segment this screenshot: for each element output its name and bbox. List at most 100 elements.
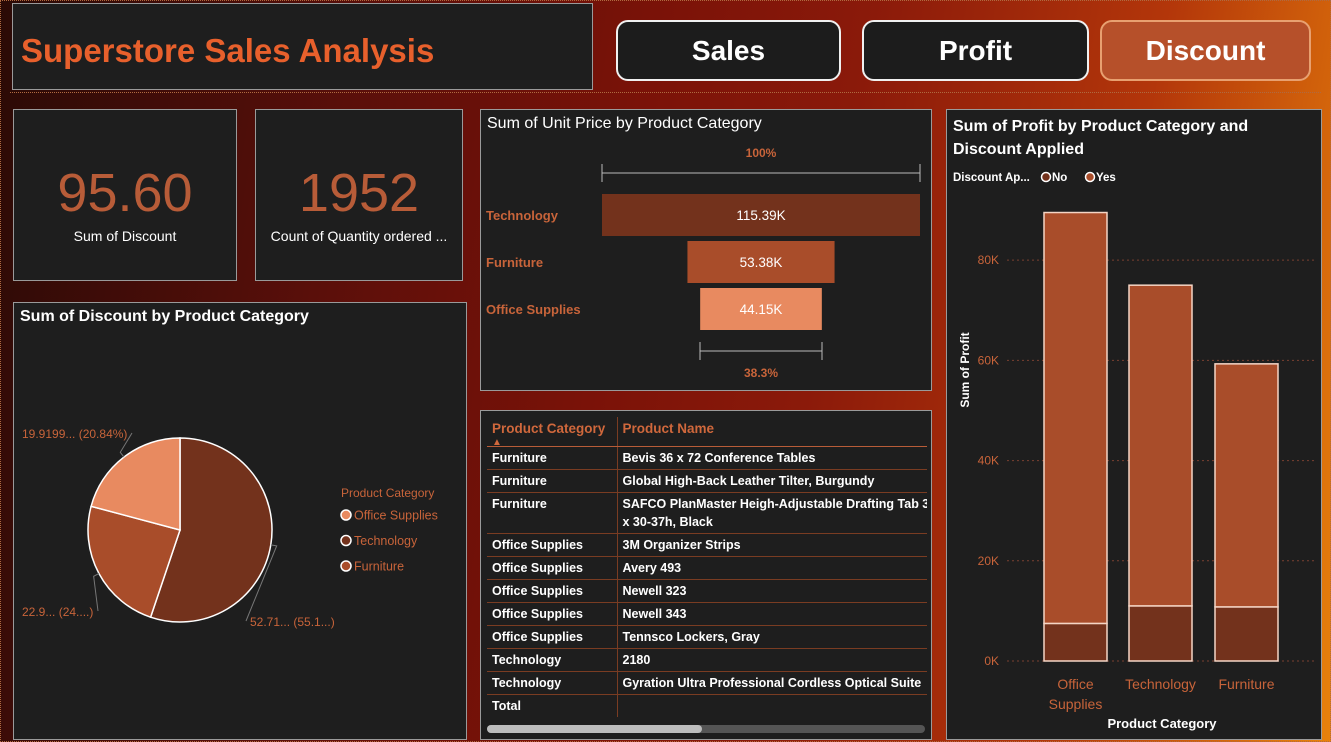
table-cell-product: 3M Organizer Strips (617, 533, 927, 557)
table-cell-product: 2180 (617, 648, 927, 672)
pie-chart-title: Sum of Discount by Product Category (20, 308, 309, 325)
table-row[interactable]: Technology Gyration Ultra Professional Co… (487, 671, 927, 695)
profit-y-tick-label: 40K (978, 454, 999, 468)
profit-chart-panel[interactable]: Sum of Profit by Product Category and Di… (946, 109, 1322, 740)
product-table-panel[interactable]: ▲ Product Category Product Name Furniture… (480, 410, 932, 740)
table-row[interactable]: Office Supplies Avery 493 (487, 556, 927, 580)
table-row[interactable]: Furniture Global High-Back Leather Tilter… (487, 469, 927, 493)
profit-x-tick-label: Supplies (1049, 696, 1103, 712)
profit-stacked-bar-chart[interactable]: Discount Ap... No Yes 0K 20K 40K 60K 80K Offi… (947, 110, 1321, 739)
table-cell-product: SAFCO PlanMaster Heigh-Adjustable Drafti… (617, 492, 927, 534)
funnel-top-pct: 100% (746, 146, 777, 160)
col-header-category[interactable]: ▲ Product Category (487, 417, 618, 448)
pie-slice-technology[interactable] (149, 437, 273, 623)
pie-chart[interactable]: 52.71... (55.1...) 22.9... (24....) 19.919… (14, 303, 466, 739)
pie-legend-title: Product Category (341, 486, 434, 500)
table-row[interactable]: Office Supplies 3M Organizer Strips (487, 533, 927, 557)
table-cell-product: Avery 493 (617, 556, 927, 580)
table-cell-category: Office Supplies (487, 556, 618, 580)
table-cell-product: Tennsco Lockers, Gray (617, 625, 927, 649)
pie-leader-line (119, 432, 133, 458)
kpi-quantity-value: 1952 (298, 163, 420, 223)
profit-y-tick-label: 60K (978, 353, 999, 367)
profit-bar-office-supplies-no[interactable] (1043, 622, 1108, 662)
funnel-bar-value: 44.15K (740, 302, 783, 317)
funnel-chart-title: Sum of Unit Price by Product Category (487, 115, 762, 132)
table-total-label: Total (487, 694, 618, 717)
funnel-bar-office-supplies[interactable] (700, 288, 822, 330)
page-title: Superstore Sales Analysis (21, 32, 435, 69)
pie-legend-label[interactable]: Technology (354, 534, 418, 548)
discount-button[interactable]: Discount (1100, 20, 1311, 81)
table-cell-product: Bevis 36 x 72 Conference Tables (617, 446, 927, 470)
sales-button[interactable]: Sales (616, 20, 841, 81)
table-cell-category: Office Supplies (487, 602, 618, 626)
header-divider (10, 92, 1321, 93)
pie-data-label: 52.71... (55.1...) (250, 615, 335, 629)
funnel-bar-technology[interactable] (602, 194, 920, 236)
product-table: ▲ Product Category Product Name Furniture… (487, 417, 927, 717)
table-row[interactable]: Furniture SAFCO PlanMaster Heigh-Adjustab… (487, 492, 927, 534)
profit-legend-marker[interactable] (1084, 171, 1096, 183)
pie-legend-label[interactable]: Office Supplies (354, 509, 438, 523)
kpi-discount-card[interactable]: 95.60 Sum of Discount (13, 109, 237, 281)
pie-legend-marker[interactable] (340, 560, 352, 572)
table-cell-product: Gyration Ultra Professional Cordless Opt… (617, 671, 927, 695)
pie-legend-label[interactable]: Furniture (354, 560, 404, 574)
pie-leader-line (245, 544, 278, 622)
profit-legend-marker[interactable] (1040, 171, 1052, 183)
table-cell-product: Newell 323 (617, 579, 927, 603)
profit-x-tick-label: Furniture (1218, 676, 1274, 692)
profit-bar-office-supplies-yes[interactable] (1043, 211, 1108, 625)
table-cell-category: Furniture (487, 446, 618, 470)
profit-bar-furniture-no[interactable] (1214, 606, 1279, 662)
profit-bar-furniture-yes[interactable] (1214, 363, 1279, 608)
funnel-bar-value: 115.39K (736, 208, 785, 223)
title-panel: Superstore Sales Analysis (12, 3, 593, 90)
funnel-category-label: Furniture (486, 255, 543, 270)
table-cell-product: Newell 343 (617, 602, 927, 626)
profit-legend-label[interactable]: Yes (1096, 172, 1116, 184)
table-cell-category: Technology (487, 671, 618, 695)
profit-legend-title: Discount Ap... (953, 172, 1030, 184)
table-scrollbar-thumb[interactable] (487, 725, 702, 733)
table-horizontal-scrollbar[interactable] (487, 725, 925, 733)
funnel-category-label: Office Supplies (486, 302, 581, 317)
pie-chart-panel[interactable]: Sum of Discount by Product Category 52.7… (13, 302, 467, 740)
table-cell-category: Office Supplies (487, 533, 618, 557)
product-table-scroll[interactable]: ▲ Product Category Product Name Furniture… (487, 417, 927, 717)
kpi-discount-label: Sum of Discount (73, 228, 177, 244)
table-cell-category: Furniture (487, 492, 618, 534)
table-row[interactable]: Office Supplies Newell 343 (487, 602, 927, 626)
table-cell-category: Furniture (487, 469, 618, 493)
table-cell-product: Global High-Back Leather Tilter, Burgund… (617, 469, 927, 493)
profit-bar-technology-no[interactable] (1128, 605, 1193, 662)
profit-x-axis-label: Product Category (1107, 716, 1217, 731)
table-row[interactable]: Technology 2180 (487, 648, 927, 672)
profit-chart-title: Sum of Profit by Product Category and Di… (953, 118, 1249, 158)
pie-leader-line (93, 573, 100, 612)
funnel-bar-value: 53.38K (740, 255, 783, 270)
profit-legend-label[interactable]: No (1052, 172, 1067, 184)
pie-data-label: 19.9199... (20.84%) (22, 427, 127, 441)
table-cell-category: Technology (487, 648, 618, 672)
funnel-chart[interactable]: 100% 115.39K Technology 53.38K Furniture 44.… (481, 110, 931, 390)
profit-button[interactable]: Profit (862, 20, 1089, 81)
table-cell-category: Office Supplies (487, 579, 618, 603)
sort-up-icon[interactable]: ▲ (492, 437, 502, 448)
funnel-chart-panel[interactable]: Sum of Unit Price by Product Category 10… (480, 109, 932, 391)
table-row[interactable]: Office Supplies Newell 323 (487, 579, 927, 603)
table-cell-category: Office Supplies (487, 625, 618, 649)
col-header-product[interactable]: Product Name (617, 417, 927, 447)
profit-x-tick-label: Technology (1125, 676, 1196, 692)
funnel-bar-furniture[interactable] (687, 241, 835, 283)
kpi-discount-value: 95.60 (57, 163, 193, 223)
pie-legend-marker[interactable] (340, 509, 352, 521)
table-total-row: Total (487, 694, 927, 717)
profit-y-tick-label: 80K (978, 253, 999, 267)
table-row[interactable]: Office Supplies Tennsco Lockers, Gray (487, 625, 927, 649)
pie-legend-marker[interactable] (340, 534, 352, 547)
kpi-quantity-card[interactable]: 1952 Count of Quantity ordered ... (255, 109, 463, 281)
profit-bar-technology-yes[interactable] (1128, 284, 1193, 607)
table-row[interactable]: Furniture Bevis 36 x 72 Conference Tables (487, 446, 927, 470)
